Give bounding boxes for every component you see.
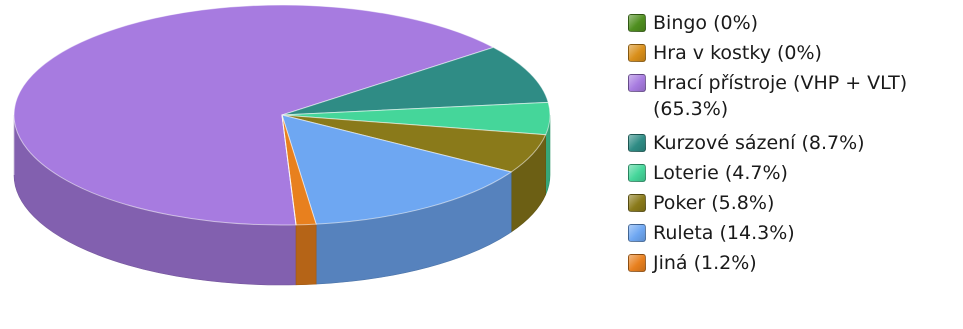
- legend: Bingo (0%) Hra v kostky (0%) Hrací přístro…: [628, 10, 958, 280]
- pie-slice: [13, 4, 495, 226]
- pie-slice: [281, 114, 513, 225]
- legend-label: Ruleta (14.3%): [653, 222, 795, 244]
- legend-item: Bingo (0%): [628, 10, 958, 40]
- legend-label: Jiná (1.2%): [653, 252, 757, 274]
- legend-swatch: [628, 74, 646, 92]
- legend-swatch: [628, 224, 646, 242]
- legend-item: Loterie (4.7%): [628, 160, 958, 190]
- legend-swatch: [628, 134, 646, 152]
- pie-slice: [281, 114, 297, 225]
- legend-label: Poker (5.8%): [653, 192, 775, 214]
- legend-label: Hrací přístroje (VHP + VLT) (65.3%): [653, 72, 908, 120]
- pie-slice: [281, 46, 549, 116]
- legend-item: Jiná (1.2%): [628, 250, 958, 280]
- legend-swatch: [628, 44, 646, 62]
- legend-label: Bingo (0%): [653, 12, 759, 34]
- pie-chart: [13, 4, 551, 286]
- legend-item: Kurzové sázení (8.7%): [628, 130, 958, 160]
- legend-item: Hra v kostky (0%): [628, 40, 958, 70]
- legend-swatch: [628, 194, 646, 212]
- pie-slice: [281, 114, 317, 226]
- legend-label: Kurzové sázení (8.7%): [653, 132, 865, 154]
- legend-item: Poker (5.8%): [628, 190, 958, 220]
- legend-item: Hrací přístroje (VHP + VLT) (65.3%): [628, 70, 958, 130]
- legend-label: Loterie (4.7%): [653, 162, 788, 184]
- legend-item: Ruleta (14.3%): [628, 220, 958, 250]
- pie-slice-side: [295, 223, 317, 286]
- legend-label: Hra v kostky (0%): [653, 42, 822, 64]
- legend-swatch: [628, 14, 646, 32]
- legend-swatch: [628, 164, 646, 182]
- legend-swatch: [628, 254, 646, 272]
